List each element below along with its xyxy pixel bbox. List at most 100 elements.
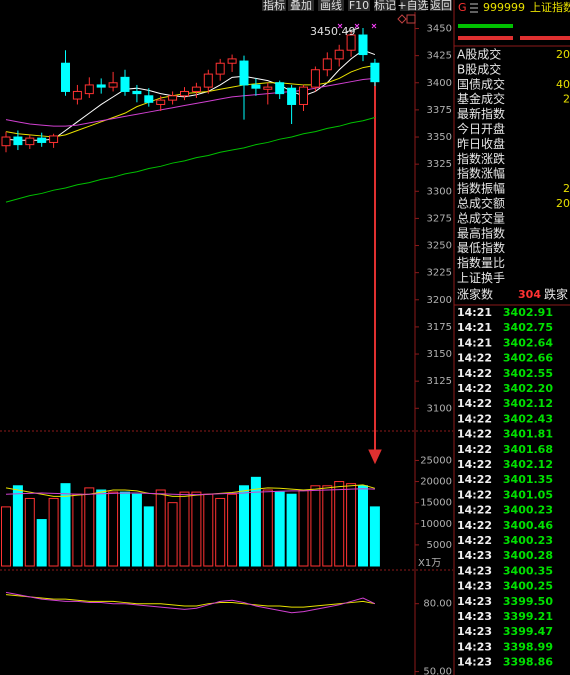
volume-bar: [1, 506, 11, 567]
volume-bar: [131, 493, 142, 567]
quote-label: 基金成交: [457, 91, 505, 106]
tick-price: 3402.64: [503, 336, 553, 349]
y-tick-label: 3425: [427, 51, 452, 62]
toolbar-button-label[interactable]: +自选: [397, 0, 428, 12]
quote-label: 国债成交: [457, 76, 505, 91]
volume-bar: [84, 487, 95, 567]
quote-value: 20: [556, 48, 570, 61]
volume-bar: [310, 485, 321, 567]
candle-body: [227, 58, 237, 64]
volume-bar: [227, 493, 238, 567]
toolbar-button[interactable]: [430, 0, 452, 11]
candle-body: [72, 90, 82, 100]
y-tick-label: 3125: [427, 376, 452, 387]
quote-label: 上证换手: [457, 271, 505, 285]
y-tick-label: 3250: [427, 241, 452, 252]
volume-bar: [203, 493, 214, 567]
volume-bar: [179, 491, 190, 567]
toolbar-button[interactable]: [348, 0, 370, 11]
quote-label: 昨日收盘: [457, 136, 505, 151]
tick-price: 3400.25: [503, 580, 553, 593]
toolbar-button[interactable]: [262, 0, 286, 11]
volume-bar: [60, 483, 71, 567]
candle-body: [168, 95, 178, 101]
candle-body: [215, 62, 225, 75]
tick-time: 14:22: [457, 458, 492, 471]
toolbar-button-label[interactable]: 返回: [430, 0, 452, 12]
tick-price: 3402.91: [503, 306, 553, 319]
quote-value: 20: [556, 197, 570, 210]
tick-time: 14:22: [457, 382, 492, 395]
volume-bar: [108, 491, 119, 567]
tick-price: 3398.99: [503, 640, 553, 653]
line-series: [5, 484, 376, 497]
toolbar-button-label[interactable]: F10: [349, 0, 369, 12]
annotation-arrow: [368, 66, 382, 465]
volume-bar: [334, 481, 345, 567]
candle-body: [108, 82, 118, 88]
tick-price: 3402.20: [503, 382, 553, 395]
tick-time: 14:22: [457, 473, 492, 486]
toolbar-button-label[interactable]: 画线: [320, 0, 342, 12]
y-tick-label: 5000: [427, 540, 452, 551]
toolbar-button[interactable]: [400, 0, 426, 11]
tick-price: 3402.12: [503, 397, 553, 410]
toolbar-button[interactable]: [318, 0, 344, 11]
candle-body: [49, 135, 59, 143]
tick-price: 3402.55: [503, 367, 553, 380]
candle-body: [13, 136, 23, 146]
volume-bar: [48, 497, 59, 567]
icons[interactable]: [397, 14, 416, 24]
quote-label: B股成交: [457, 61, 501, 76]
line-series: [5, 488, 375, 496]
y-tick-label: 20000: [420, 477, 452, 488]
candle-body: [322, 58, 332, 71]
toolbar-button-label[interactable]: 指标: [263, 0, 285, 12]
symbol-code: 999999: [483, 1, 525, 14]
quote-label: 指数量比: [457, 255, 505, 270]
signal-markers: [337, 23, 377, 29]
advance-count: 304: [518, 288, 541, 301]
high-annotation: 3450.49: [310, 25, 356, 38]
y-tick-label: 3275: [427, 213, 452, 224]
quote-label: 指数涨跌: [457, 151, 505, 166]
candle-body: [310, 69, 320, 88]
volume-bar: [12, 485, 23, 567]
volume-bar: [24, 497, 35, 567]
volume-bar: [96, 489, 107, 567]
volume-bar: [262, 489, 273, 567]
toolbar-button[interactable]: [374, 0, 396, 11]
candle-body: [1, 136, 11, 147]
candle-body: [144, 95, 154, 103]
tick-time: 14:22: [457, 534, 492, 547]
tick-time: 14:21: [457, 321, 492, 334]
tick-price: 3401.81: [503, 428, 553, 441]
quote-label: 最新指数: [457, 106, 505, 121]
tick-time: 14:23: [457, 610, 492, 623]
tick-price: 3402.43: [503, 412, 553, 425]
menu-icon[interactable]: [470, 3, 478, 13]
tick-price: 3400.28: [503, 549, 553, 562]
tick-price: 3399.47: [503, 625, 553, 638]
y-tick-label: 25000: [420, 455, 452, 466]
quote-value: 40: [556, 78, 570, 91]
line-series: [5, 117, 376, 203]
volume-bar: [191, 491, 202, 567]
volume-bar: [72, 493, 83, 567]
y-tick-label: 3100: [427, 403, 452, 414]
line-series: [5, 594, 375, 608]
candle-body: [120, 76, 130, 92]
tick-price: 3400.23: [503, 534, 553, 547]
volume-bar: [369, 506, 380, 567]
y-tick-label: 3225: [427, 268, 452, 279]
volume-unit: X1万: [418, 558, 441, 569]
toolbar-button-label[interactable]: 叠加: [290, 0, 312, 12]
volume-bar: [286, 493, 297, 567]
line-series: [5, 49, 376, 141]
candle-body: [251, 84, 261, 89]
quote-label: 指数振幅: [457, 181, 505, 196]
tick-time: 14:22: [457, 412, 492, 425]
tick-price: 3401.05: [503, 488, 553, 501]
toolbar-button-label[interactable]: 标记: [374, 0, 396, 12]
toolbar-button[interactable]: [288, 0, 314, 11]
